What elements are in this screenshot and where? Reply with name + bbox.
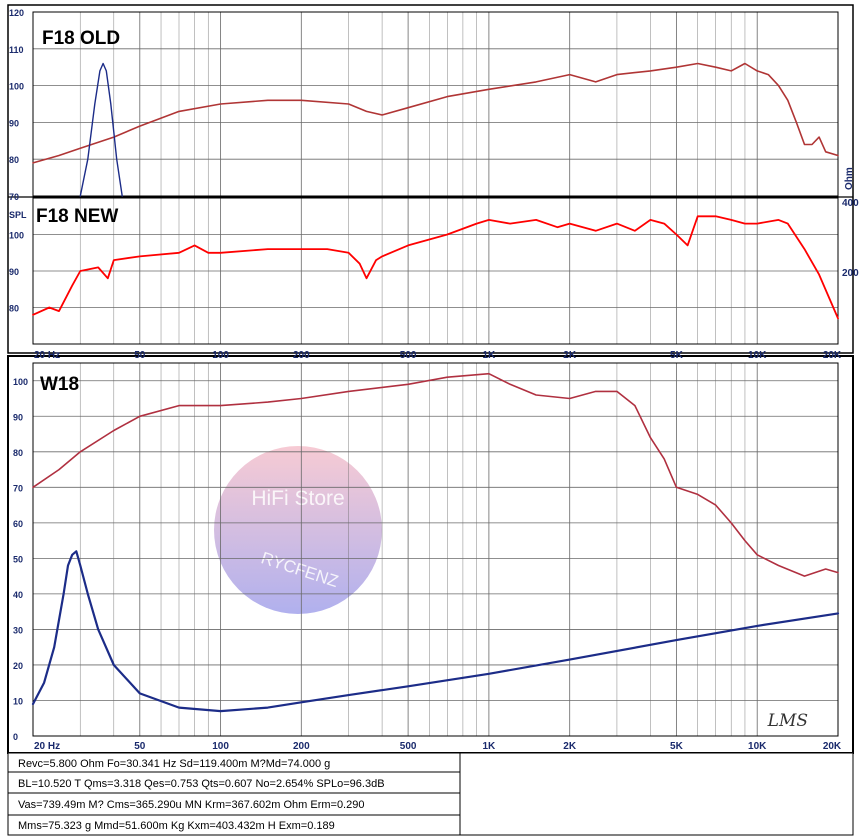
param-line-4: Mms=75.323 g Mmd=51.600m Kg Kxm=403.432m… xyxy=(18,820,335,832)
x-tick-label: 5K xyxy=(670,350,684,361)
curve-layer xyxy=(31,62,840,713)
param-line-1: Revc=5.800 Ohm Fo=30.341 Hz Sd=119.400m … xyxy=(18,758,330,770)
x-tick-label: 20K xyxy=(823,350,842,361)
w18-panel-frame xyxy=(7,355,854,754)
x-tick-label: 200 xyxy=(293,350,310,361)
x-tick-label: 100 xyxy=(212,350,229,361)
y-tick-label: 90 xyxy=(13,412,23,422)
impedance-curve-w18 xyxy=(31,550,840,713)
x-tick-label: 20K xyxy=(823,741,842,752)
y-tick-label: 120 xyxy=(9,8,24,18)
x-tick-label: 50 xyxy=(134,741,146,752)
impedance-curve-f18-old xyxy=(79,62,123,197)
y-tick-label: 30 xyxy=(13,625,23,635)
param-line-2: BL=10.520 T Qms=3.318 Qes=0.753 Qts=0.60… xyxy=(18,778,385,790)
x-tick-label: 200 xyxy=(293,741,310,752)
parameter-box: Revc=5.800 Ohm Fo=30.341 Hz Sd=119.400m … xyxy=(7,752,854,836)
label-layer: 120110100908070SPL1009080100908070605040… xyxy=(9,8,859,752)
watermark: HiFi Store RYCFENZ xyxy=(214,446,382,614)
right-tick-label: 200 xyxy=(842,268,859,279)
spl-curve-f18-old xyxy=(32,62,839,164)
spl-curve-w18 xyxy=(32,372,839,577)
top-panel-frame xyxy=(7,4,854,354)
x-tick-label: 10K xyxy=(748,741,767,752)
x-tick-label: 2K xyxy=(563,350,577,361)
y-tick-label: 20 xyxy=(13,661,23,671)
y-tick-label: 70 xyxy=(9,192,19,202)
right-axis-label: Ohm xyxy=(844,167,855,190)
y-tick-label: 100 xyxy=(9,82,24,92)
x-tick-label: 1K xyxy=(482,741,496,752)
x-tick-label: 100 xyxy=(212,741,229,752)
x-tick-label: 10K xyxy=(748,350,767,361)
x-tick-label: 5K xyxy=(670,741,684,752)
plot-border xyxy=(32,11,839,197)
y-tick-label: 100 xyxy=(9,231,24,241)
x-tick-label: 50 xyxy=(134,350,146,361)
grid-layer xyxy=(8,11,853,737)
spl-curve-f18-new xyxy=(32,215,839,320)
plot-border xyxy=(32,197,839,345)
x-tick-label: 500 xyxy=(400,741,417,752)
y-tick-label: 80 xyxy=(13,448,23,458)
y-tick-label: SPL xyxy=(9,210,27,220)
chart-title-f18-new: F18 NEW xyxy=(36,206,118,227)
x-tick-label: 500 xyxy=(400,350,417,361)
y-tick-label: 40 xyxy=(13,590,23,600)
param-line-3: Vas=739.49m M? Cms=365.290u MN Krm=367.6… xyxy=(18,799,364,811)
y-tick-label: 110 xyxy=(9,45,24,55)
y-tick-label: 60 xyxy=(13,519,23,529)
x-tick-label: 20 Hz xyxy=(34,350,60,361)
y-tick-label: 80 xyxy=(9,304,19,314)
y-tick-label: 0 xyxy=(13,732,18,742)
y-tick-label: 10 xyxy=(13,696,23,706)
plot-border xyxy=(32,362,839,737)
y-tick-label: 70 xyxy=(13,483,23,493)
y-tick-label: 90 xyxy=(9,118,19,128)
y-tick-label: 100 xyxy=(13,377,28,387)
watermark-text-1: HiFi Store xyxy=(251,487,344,510)
right-tick-label: 400 xyxy=(842,198,859,209)
y-tick-label: 90 xyxy=(9,267,19,277)
x-tick-label: 2K xyxy=(563,741,577,752)
y-tick-label: 50 xyxy=(13,554,23,564)
lms-logo: LMS xyxy=(767,711,808,731)
y-tick-label: 80 xyxy=(9,155,19,165)
x-tick-label: 20 Hz xyxy=(34,741,60,752)
chart-title-f18-old: F18 OLD xyxy=(42,28,120,49)
chart-title-w18: W18 xyxy=(40,374,79,395)
x-tick-label: 1K xyxy=(482,350,496,361)
